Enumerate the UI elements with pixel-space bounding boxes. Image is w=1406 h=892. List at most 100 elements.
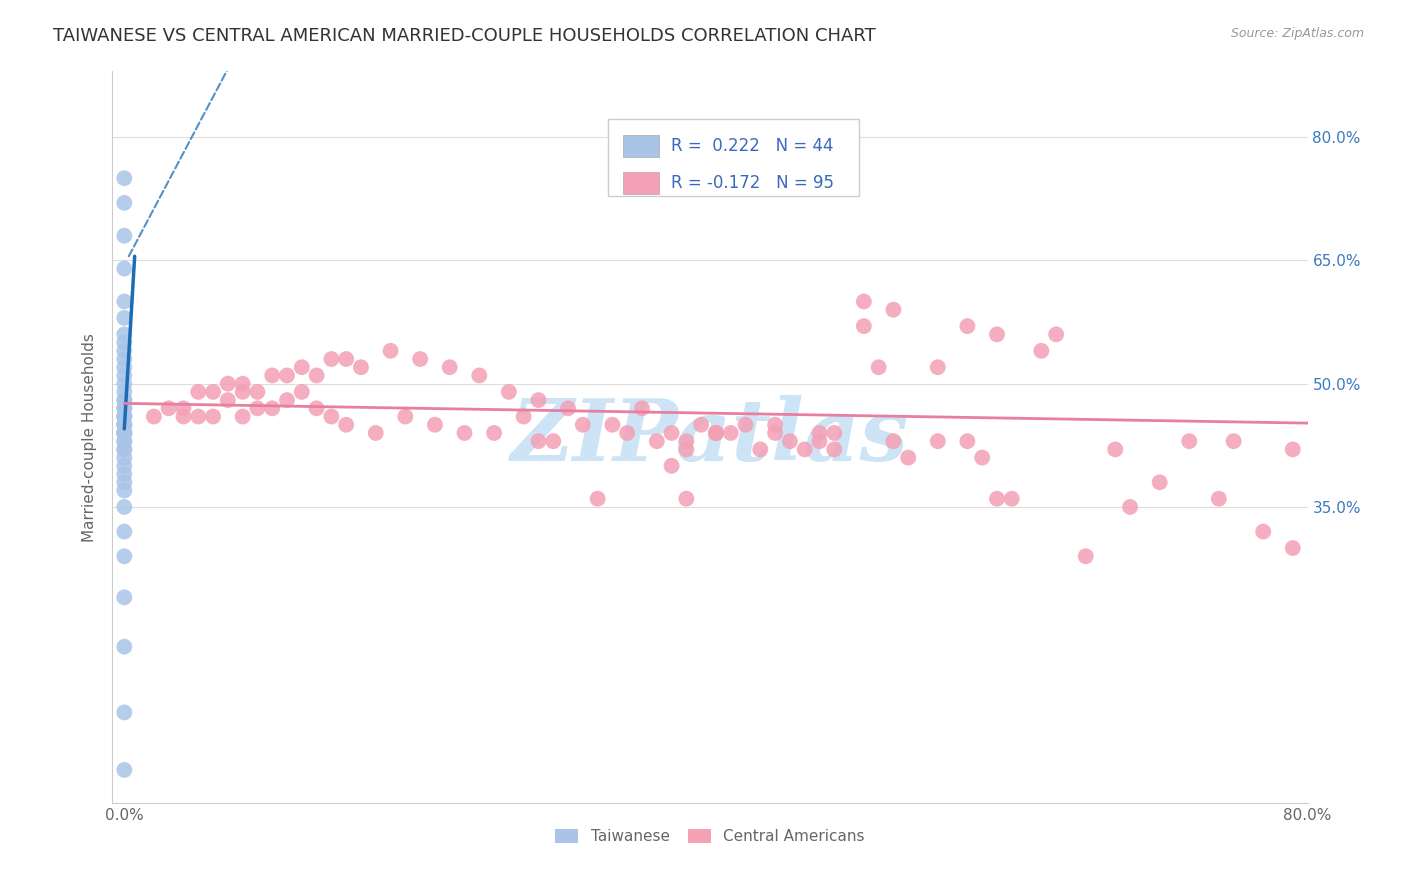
Y-axis label: Married-couple Households: Married-couple Households	[82, 333, 97, 541]
Point	[512, 409, 534, 424]
Point	[202, 384, 225, 399]
Point	[394, 409, 416, 424]
Point	[527, 434, 550, 449]
Point	[868, 360, 890, 375]
Point	[335, 351, 357, 366]
Point	[305, 401, 328, 416]
Point	[112, 195, 135, 210]
Point	[779, 434, 801, 449]
Point	[232, 384, 254, 399]
Point	[112, 763, 135, 777]
Point	[541, 434, 564, 449]
Point	[704, 425, 727, 440]
Point	[749, 442, 772, 457]
Point	[262, 368, 284, 383]
Point	[675, 491, 697, 506]
Point	[409, 351, 432, 366]
Point	[172, 409, 194, 424]
Point	[808, 425, 831, 440]
Point	[661, 458, 683, 473]
Point	[232, 376, 254, 391]
Point	[112, 417, 135, 432]
Point	[468, 368, 491, 383]
Point	[112, 228, 135, 243]
Point	[291, 384, 314, 399]
Point	[586, 491, 609, 506]
Point	[112, 343, 135, 358]
Point	[187, 409, 209, 424]
Text: TAIWANESE VS CENTRAL AMERICAN MARRIED-COUPLE HOUSEHOLDS CORRELATION CHART: TAIWANESE VS CENTRAL AMERICAN MARRIED-CO…	[53, 27, 876, 45]
Point	[1222, 434, 1244, 449]
Point	[172, 401, 194, 416]
Point	[1281, 442, 1303, 457]
Point	[823, 425, 845, 440]
Text: R =  0.222   N = 44: R = 0.222 N = 44	[671, 137, 834, 155]
Point	[142, 409, 165, 424]
Point	[112, 434, 135, 449]
Point	[157, 401, 180, 416]
Point	[246, 401, 269, 416]
Point	[262, 401, 284, 416]
Point	[720, 425, 742, 440]
Point	[112, 467, 135, 481]
Point	[321, 351, 343, 366]
Point	[202, 409, 225, 424]
Point	[112, 393, 135, 408]
Point	[112, 640, 135, 654]
Point	[793, 442, 815, 457]
Point	[112, 483, 135, 498]
Point	[1119, 500, 1142, 514]
Point	[112, 327, 135, 342]
Point	[112, 401, 135, 416]
Point	[631, 401, 654, 416]
Point	[276, 393, 298, 408]
Point	[380, 343, 402, 358]
Point	[112, 351, 135, 366]
Point	[112, 442, 135, 457]
Point	[112, 384, 135, 399]
Point	[1178, 434, 1201, 449]
Point	[482, 425, 505, 440]
Point	[1208, 491, 1230, 506]
Point	[527, 393, 550, 408]
Point	[808, 434, 831, 449]
Point	[112, 409, 135, 424]
Point	[1149, 475, 1171, 490]
Point	[112, 450, 135, 465]
Point	[112, 360, 135, 375]
Point	[112, 261, 135, 276]
Point	[112, 401, 135, 416]
Point	[1251, 524, 1274, 539]
FancyBboxPatch shape	[609, 119, 859, 195]
Point	[453, 425, 475, 440]
Point	[956, 434, 979, 449]
Point	[246, 384, 269, 399]
Point	[112, 425, 135, 440]
Point	[112, 409, 135, 424]
Point	[291, 360, 314, 375]
Point	[1281, 541, 1303, 555]
Point	[112, 706, 135, 720]
Point	[335, 417, 357, 432]
Point	[704, 425, 727, 440]
Text: R = -0.172   N = 95: R = -0.172 N = 95	[671, 174, 834, 192]
Point	[852, 319, 875, 334]
Point	[734, 417, 756, 432]
Point	[852, 294, 875, 309]
Point	[675, 442, 697, 457]
Point	[112, 376, 135, 391]
Point	[112, 294, 135, 309]
Point	[112, 524, 135, 539]
Point	[763, 425, 786, 440]
FancyBboxPatch shape	[623, 135, 658, 157]
Point	[439, 360, 461, 375]
Point	[602, 417, 624, 432]
Point	[972, 450, 994, 465]
Point	[763, 417, 786, 432]
Point	[217, 393, 239, 408]
Point	[112, 425, 135, 440]
Point	[882, 434, 904, 449]
Point	[645, 434, 668, 449]
Point	[112, 171, 135, 186]
Point	[112, 475, 135, 490]
